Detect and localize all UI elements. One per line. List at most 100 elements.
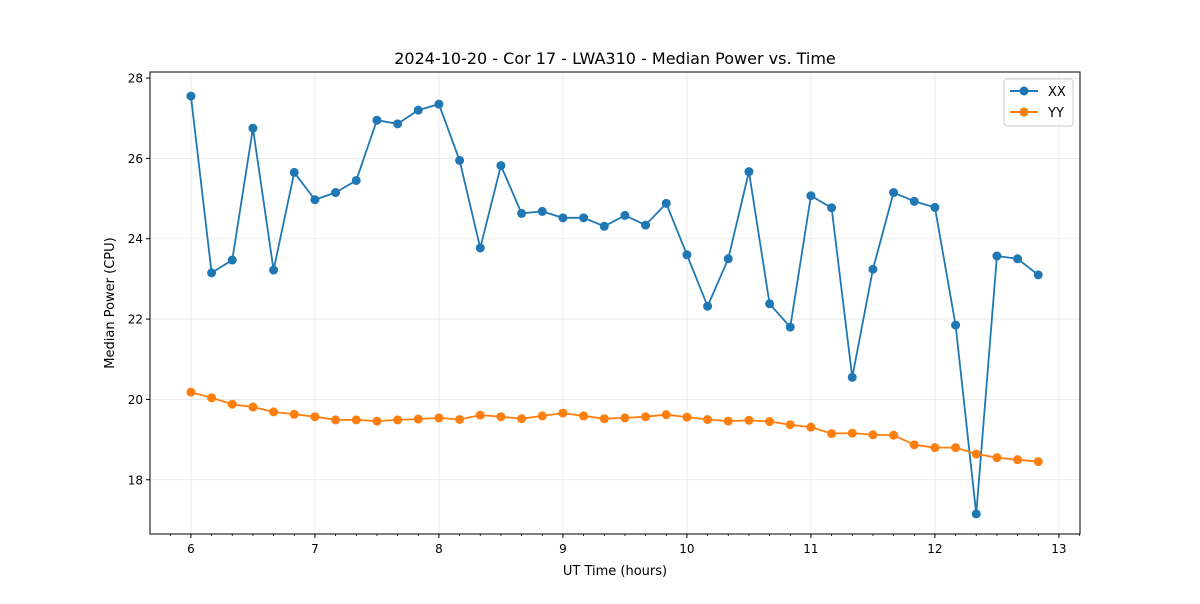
legend-label-yy: YY xyxy=(1047,106,1064,121)
data-point-xx xyxy=(227,255,237,265)
x-tick-label: 10 xyxy=(679,542,694,556)
data-point-yy xyxy=(1033,457,1043,467)
data-point-yy xyxy=(475,410,485,420)
grid-layer xyxy=(150,72,1080,534)
data-point-xx xyxy=(744,167,754,177)
data-point-xx xyxy=(207,268,217,278)
data-point-xx xyxy=(537,206,547,216)
data-point-yy xyxy=(827,429,837,439)
data-point-yy xyxy=(558,408,568,418)
x-tick-label: 9 xyxy=(559,542,567,556)
data-point-xx xyxy=(951,320,961,330)
data-point-yy xyxy=(579,411,589,421)
data-point-xx xyxy=(434,99,444,109)
data-point-xx xyxy=(889,188,899,198)
data-point-xx xyxy=(1013,254,1023,264)
data-point-xx xyxy=(992,251,1002,261)
data-point-xx xyxy=(723,254,733,264)
data-point-yy xyxy=(992,453,1002,463)
y-tick-label: 28 xyxy=(128,72,143,86)
data-point-yy xyxy=(331,415,341,425)
data-point-yy xyxy=(289,409,299,419)
data-point-xx xyxy=(455,155,465,165)
y-tick-label: 24 xyxy=(128,232,143,246)
y-tick-label: 22 xyxy=(128,313,143,327)
data-point-xx xyxy=(827,203,837,213)
data-point-xx xyxy=(682,250,692,260)
y-tick-label: 20 xyxy=(128,393,143,407)
data-point-yy xyxy=(393,415,403,425)
data-point-xx xyxy=(331,188,341,198)
data-point-yy xyxy=(723,416,733,426)
data-point-yy xyxy=(434,413,444,423)
data-point-xx xyxy=(289,167,299,177)
y-tick-label: 18 xyxy=(128,473,143,487)
data-point-yy xyxy=(641,412,651,422)
data-point-yy xyxy=(765,417,775,427)
data-point-yy xyxy=(599,414,609,424)
data-point-xx xyxy=(372,115,382,125)
data-point-yy xyxy=(951,443,961,453)
data-point-xx xyxy=(641,220,651,230)
data-point-xx xyxy=(785,322,795,332)
data-point-yy xyxy=(455,415,465,425)
data-point-yy xyxy=(971,449,981,459)
data-point-xx xyxy=(393,119,403,129)
data-point-xx xyxy=(558,213,568,223)
data-point-yy xyxy=(517,414,527,424)
series-xx xyxy=(186,91,1043,519)
data-point-yy xyxy=(744,415,754,425)
data-point-yy xyxy=(620,413,630,423)
data-point-xx xyxy=(186,91,196,101)
legend-marker-yy xyxy=(1019,107,1029,117)
data-point-xx xyxy=(413,105,423,115)
legend: XX YY xyxy=(1003,78,1074,127)
data-point-xx xyxy=(310,195,320,205)
data-point-yy xyxy=(207,393,217,403)
data-point-yy xyxy=(351,415,361,425)
x-tick-label: 13 xyxy=(1051,542,1066,556)
data-point-yy xyxy=(413,414,423,424)
data-point-xx xyxy=(475,243,485,253)
data-point-xx xyxy=(269,265,279,275)
data-point-xx xyxy=(847,372,857,382)
data-point-yy xyxy=(537,411,547,421)
x-tick-label: 11 xyxy=(803,542,818,556)
x-tick-label: 6 xyxy=(187,542,195,556)
data-point-yy xyxy=(310,412,320,422)
data-point-yy xyxy=(806,422,816,432)
data-point-xx xyxy=(579,213,589,223)
data-point-yy xyxy=(847,428,857,438)
data-point-yy xyxy=(703,415,713,425)
data-point-xx xyxy=(517,208,527,218)
data-point-xx xyxy=(599,221,609,231)
data-point-xx xyxy=(703,301,713,311)
series-layer xyxy=(186,91,1043,519)
data-point-yy xyxy=(496,412,506,422)
plot-frame xyxy=(149,71,1081,535)
data-point-yy xyxy=(868,430,878,440)
data-point-xx xyxy=(496,161,506,171)
data-point-yy xyxy=(1013,455,1023,465)
tick-layer: 6 7 8 9 10 11 12 13 18 20 22 24 26 28 xyxy=(128,72,1081,556)
data-point-xx xyxy=(971,509,981,519)
data-point-xx xyxy=(806,191,816,201)
x-axis-label: UT Time (hours) xyxy=(563,564,667,579)
data-point-xx xyxy=(661,198,671,208)
data-point-yy xyxy=(372,416,382,426)
data-point-xx xyxy=(909,196,919,206)
legend-marker-xx xyxy=(1019,86,1029,96)
y-tick-label: 26 xyxy=(128,152,143,166)
data-point-yy xyxy=(661,410,671,420)
data-point-yy xyxy=(227,399,237,409)
data-point-xx xyxy=(765,299,775,309)
data-point-yy xyxy=(930,443,940,453)
chart-title: 2024-10-20 - Cor 17 - LWA310 - Median Po… xyxy=(394,49,836,68)
x-tick-label: 8 xyxy=(435,542,443,556)
x-tick-label: 12 xyxy=(927,542,942,556)
data-point-xx xyxy=(248,123,258,133)
data-point-yy xyxy=(248,402,258,412)
